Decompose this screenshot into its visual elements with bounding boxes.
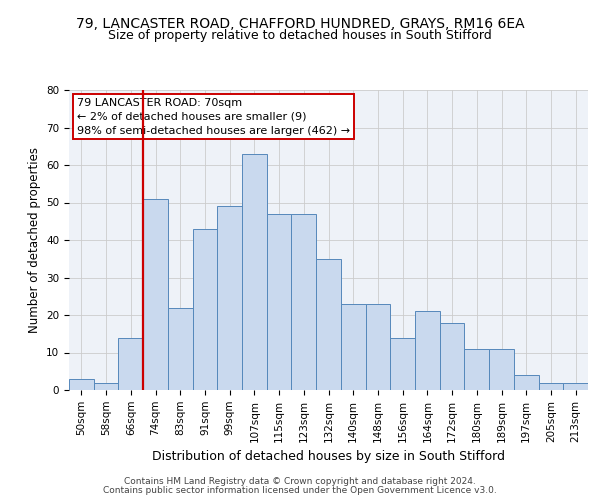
Text: 79, LANCASTER ROAD, CHAFFORD HUNDRED, GRAYS, RM16 6EA: 79, LANCASTER ROAD, CHAFFORD HUNDRED, GR… [76,18,524,32]
Bar [390,338,415,390]
Bar [193,229,217,390]
Bar [415,311,440,390]
Text: 79 LANCASTER ROAD: 70sqm
← 2% of detached houses are smaller (9)
98% of semi-det: 79 LANCASTER ROAD: 70sqm ← 2% of detache… [77,98,350,136]
Bar [464,349,489,390]
Bar [168,308,193,390]
Bar [143,198,168,390]
Bar [514,375,539,390]
Bar [440,322,464,390]
Y-axis label: Number of detached properties: Number of detached properties [28,147,41,333]
Bar [217,206,242,390]
Bar [267,214,292,390]
Bar [341,304,365,390]
Bar [242,154,267,390]
Bar [316,259,341,390]
X-axis label: Distribution of detached houses by size in South Stifford: Distribution of detached houses by size … [152,450,505,463]
Bar [118,338,143,390]
Bar [489,349,514,390]
Bar [563,382,588,390]
Text: Contains HM Land Registry data © Crown copyright and database right 2024.: Contains HM Land Registry data © Crown c… [124,477,476,486]
Bar [365,304,390,390]
Bar [539,382,563,390]
Bar [69,379,94,390]
Bar [94,382,118,390]
Bar [292,214,316,390]
Text: Contains public sector information licensed under the Open Government Licence v3: Contains public sector information licen… [103,486,497,495]
Text: Size of property relative to detached houses in South Stifford: Size of property relative to detached ho… [108,29,492,42]
